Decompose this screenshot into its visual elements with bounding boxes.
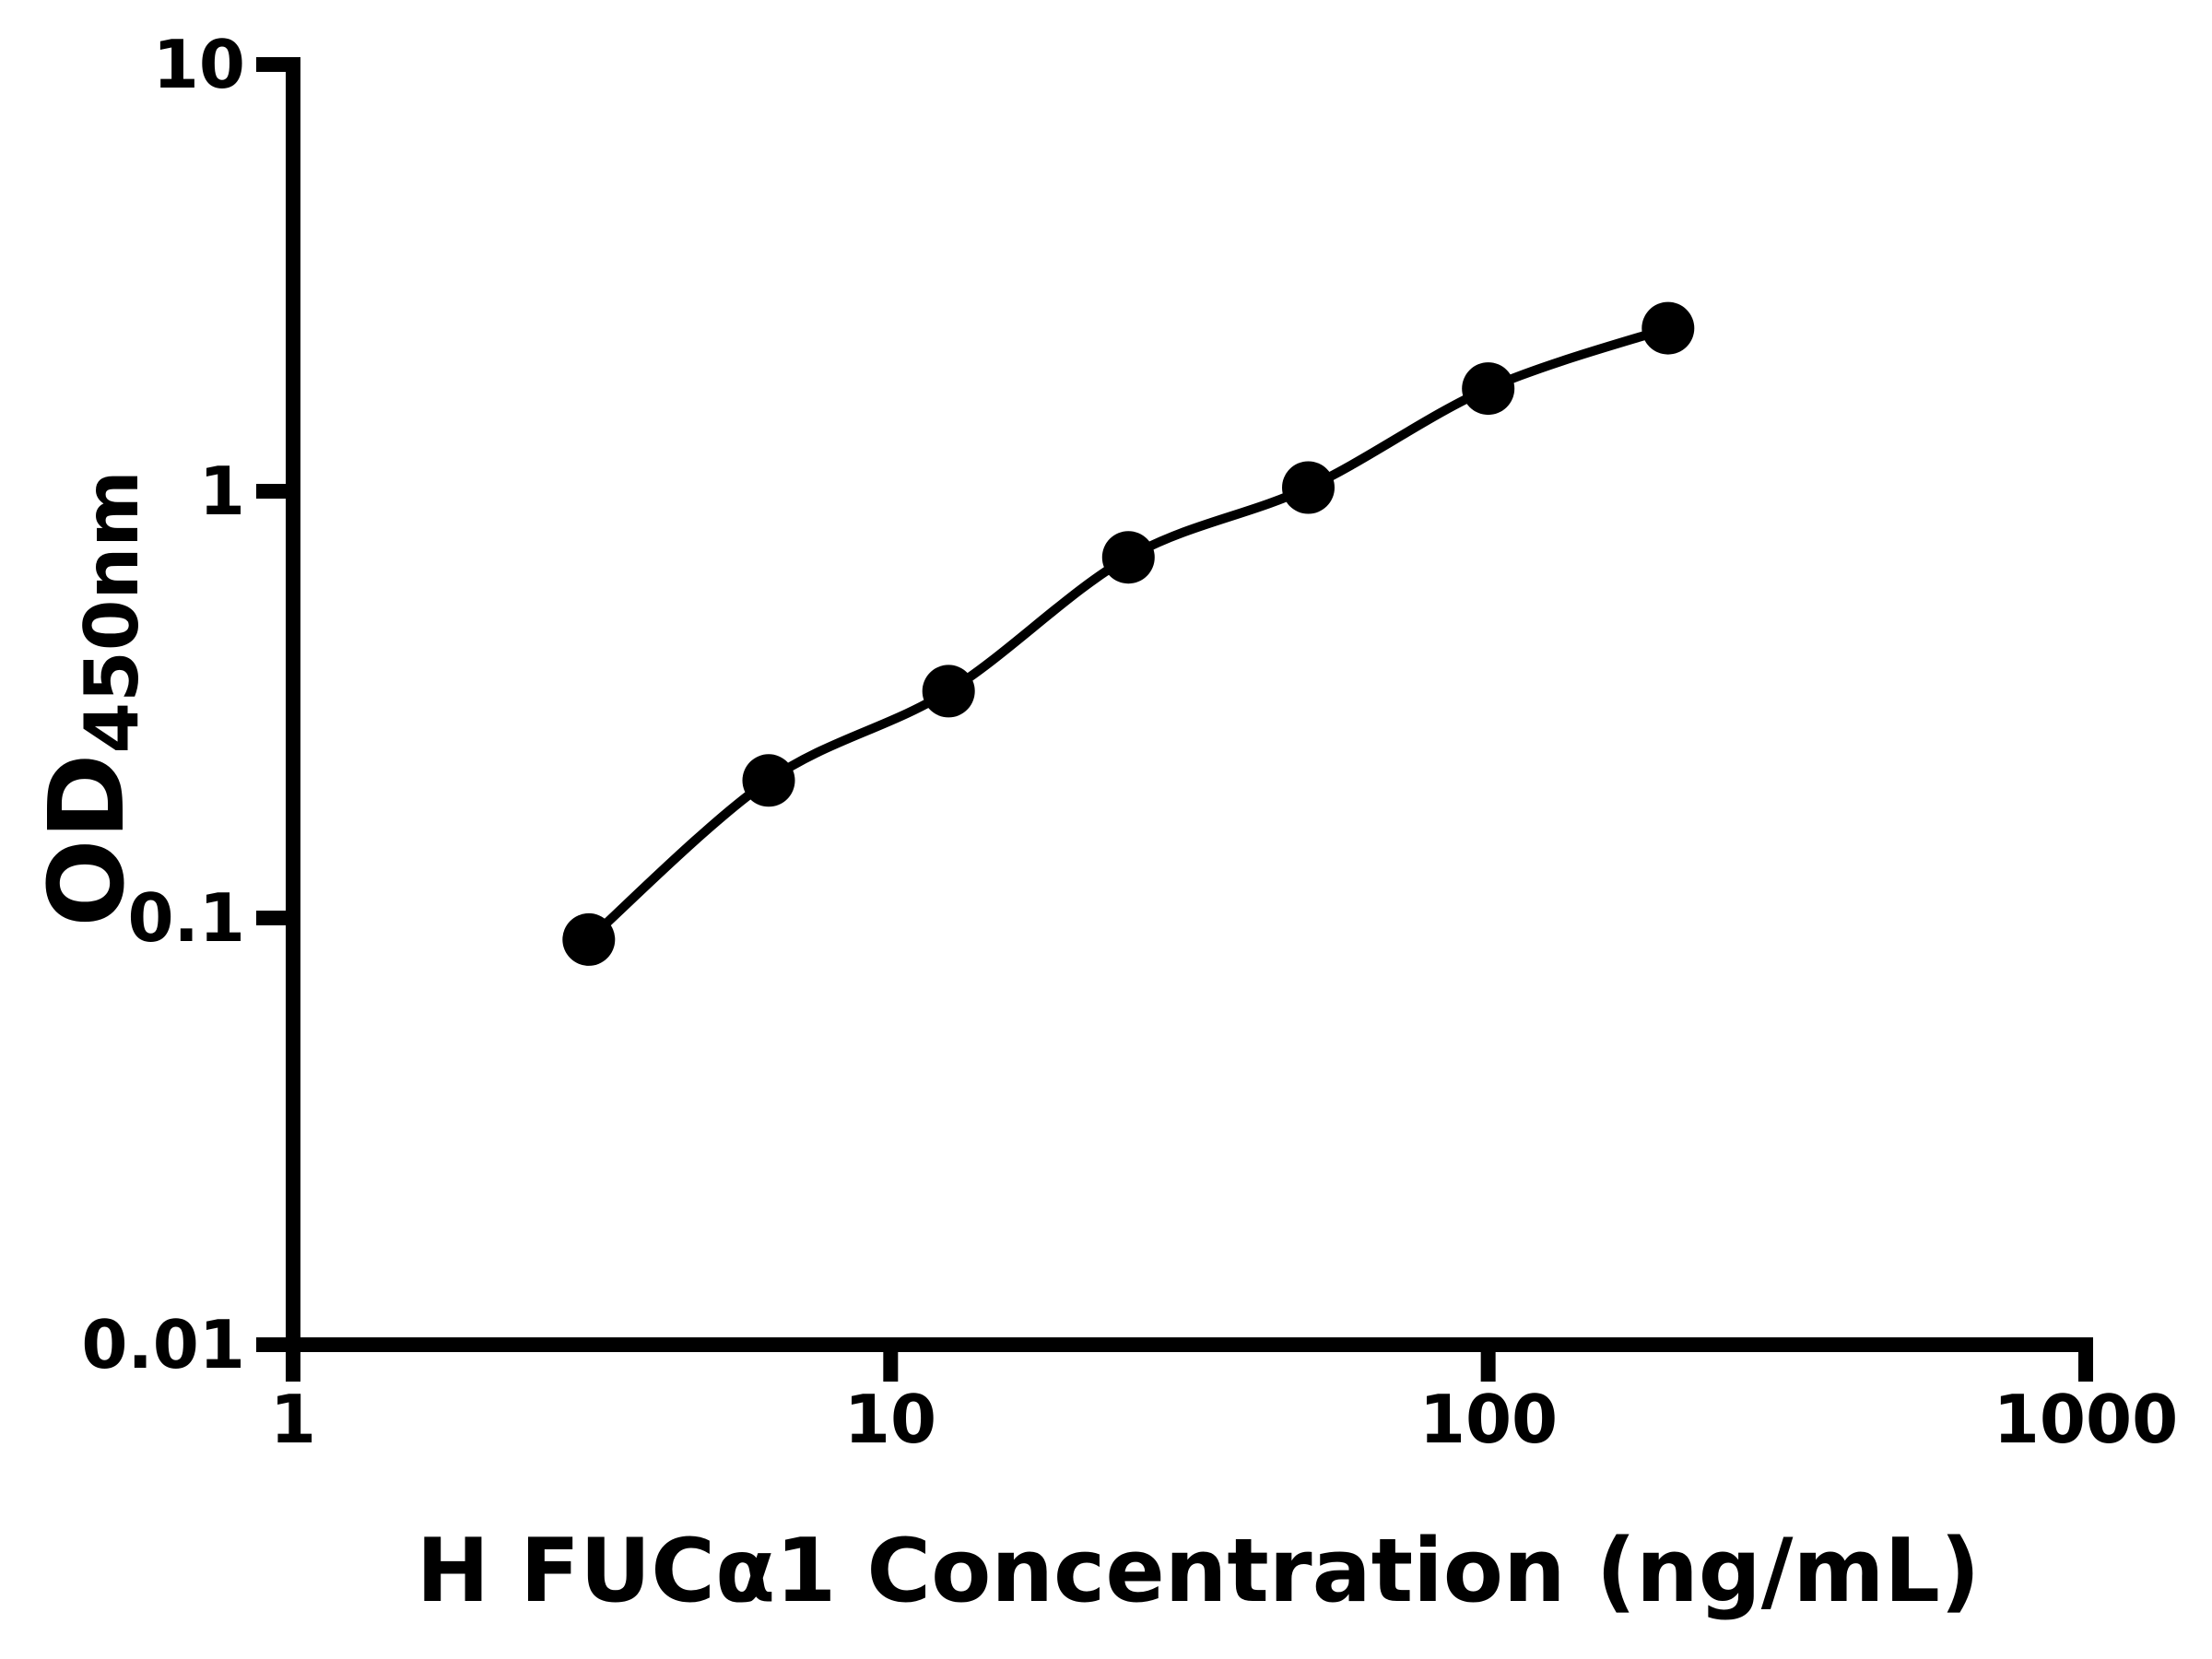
y-tick-label-0.1: 0.1 xyxy=(127,879,245,957)
x-axis-ticks xyxy=(286,1345,2093,1382)
standard-curve-line xyxy=(585,324,1670,944)
data-point xyxy=(742,754,795,807)
y-axis-title-main: OD xyxy=(28,753,147,927)
y-axis-title: OD450nm xyxy=(28,470,155,927)
x-tick-label-1: 1 xyxy=(269,1381,317,1458)
y-axis-title-subscript: 450nm xyxy=(69,470,155,754)
data-point xyxy=(562,912,616,966)
y-tick-label-0.01: 0.01 xyxy=(81,1306,245,1383)
x-tick-label-1000: 1000 xyxy=(1993,1381,2179,1458)
x-tick-label-100: 100 xyxy=(1418,1381,1559,1458)
axis-spines xyxy=(256,57,2093,1382)
data-point xyxy=(1282,461,1335,514)
data-points xyxy=(562,301,1695,966)
x-tick-label-10: 10 xyxy=(843,1381,937,1458)
y-tick-label-1: 1 xyxy=(198,453,245,530)
x-axis-title: H FUCα1 Concentration (ng/mL) xyxy=(416,1521,1981,1622)
data-point xyxy=(922,665,975,718)
data-point xyxy=(1641,301,1695,355)
y-tick-label-10: 10 xyxy=(152,26,245,103)
data-point xyxy=(1101,531,1155,584)
data-point xyxy=(1462,362,1515,416)
